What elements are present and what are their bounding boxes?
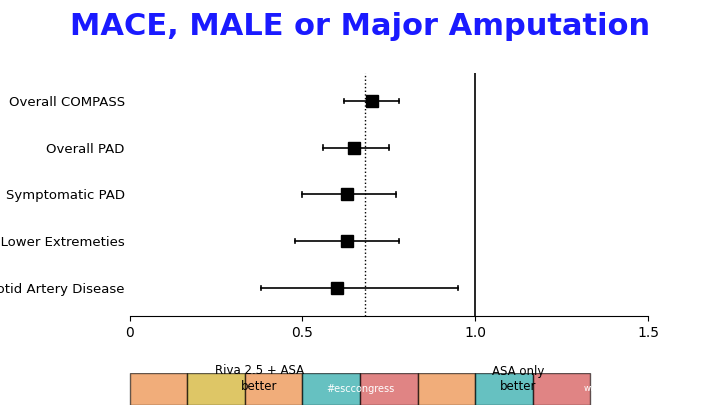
FancyBboxPatch shape — [245, 373, 302, 405]
Text: www.escardio.org/ESC2017: www.escardio.org/ESC2017 — [583, 384, 698, 393]
FancyBboxPatch shape — [475, 373, 533, 405]
Text: ESC CONGRESS
BARCELONA 2017: ESC CONGRESS BARCELONA 2017 — [29, 379, 112, 399]
FancyBboxPatch shape — [418, 373, 475, 405]
FancyBboxPatch shape — [187, 373, 245, 405]
Text: MACE, MALE or Major Amputation: MACE, MALE or Major Amputation — [70, 12, 650, 41]
FancyBboxPatch shape — [360, 373, 418, 405]
Text: Riva 2.5 + ASA
better: Riva 2.5 + ASA better — [215, 364, 304, 392]
Text: #esccongress: #esccongress — [326, 384, 394, 394]
FancyBboxPatch shape — [302, 373, 360, 405]
Text: ASA only
better: ASA only better — [492, 364, 544, 392]
FancyBboxPatch shape — [130, 373, 187, 405]
FancyBboxPatch shape — [533, 373, 590, 405]
